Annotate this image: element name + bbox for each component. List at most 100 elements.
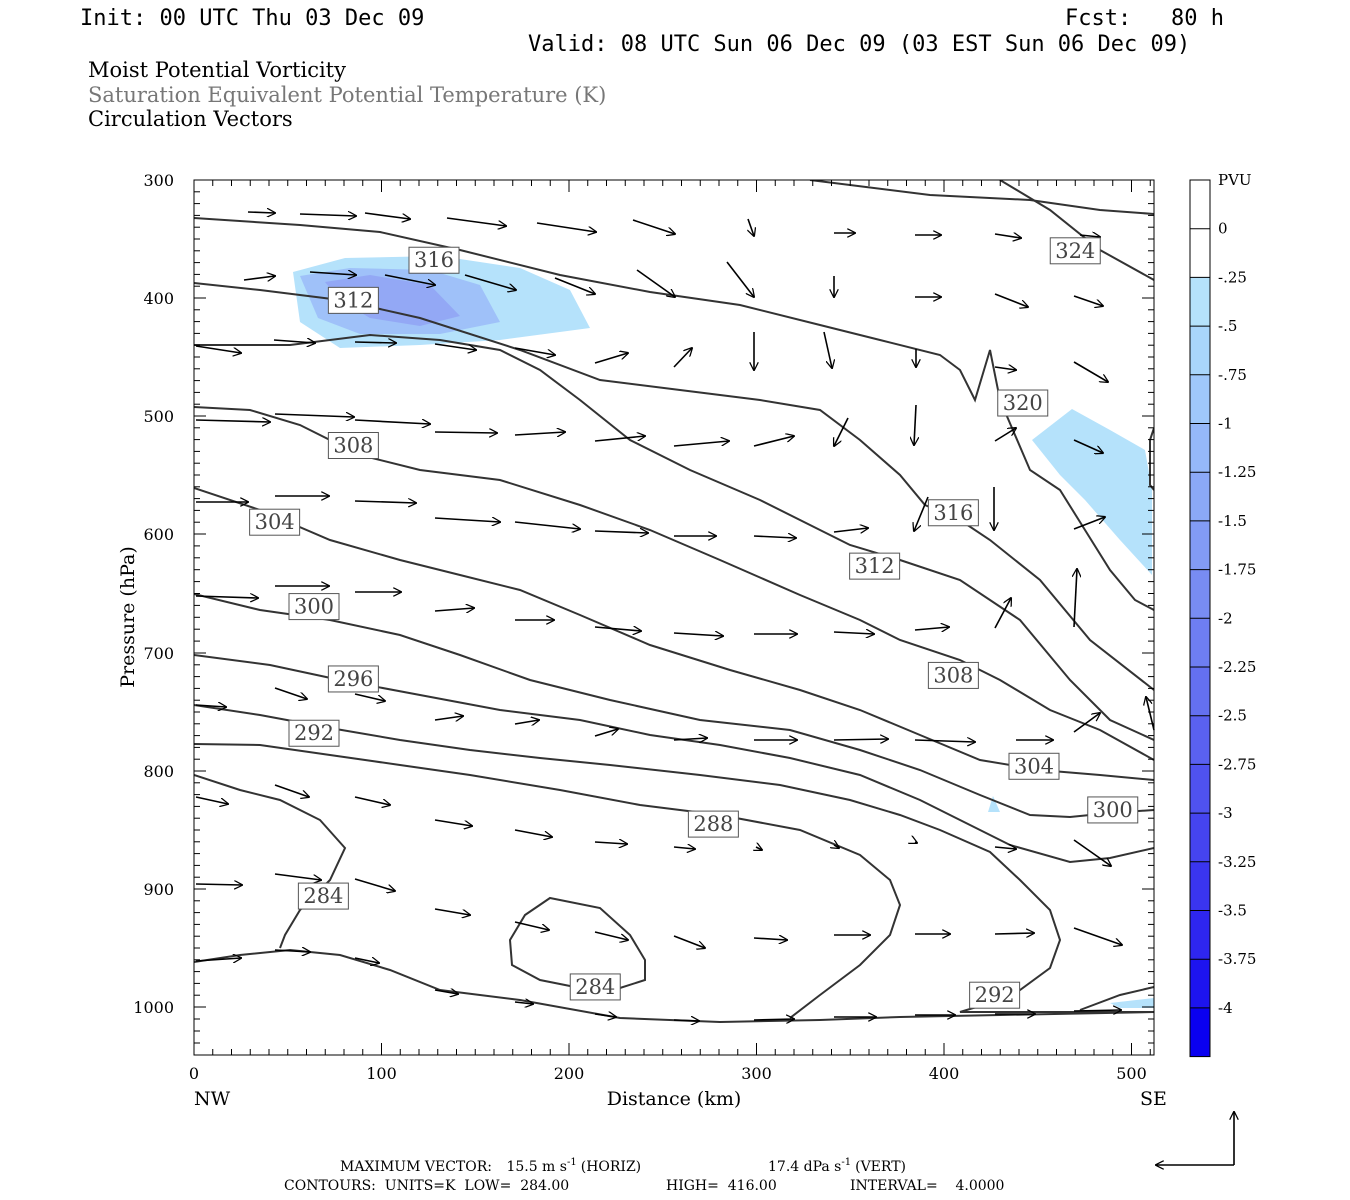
wind-vector [354,342,396,343]
wind-vector [195,596,258,598]
pv-shading [293,256,1154,1008]
contour-label: 308 [933,663,973,687]
colorbar-swatch [1190,764,1210,814]
wind-vector [753,1019,794,1020]
wind-vector [1073,927,1122,945]
colorbar-swatch [1190,861,1210,911]
wind-vector [514,432,565,435]
wind-vector [195,796,228,804]
wind-vector [594,1014,616,1017]
y-tick-label: 500 [143,407,174,426]
wind-vector [354,958,379,963]
contour-label-box [408,246,460,274]
contour-label-box [927,661,979,689]
contour-label: 292 [294,721,334,745]
footer-interval: INTERVAL= 4.0000 [850,1178,1004,1194]
wind-vector [274,784,309,797]
contour-312 [194,333,1154,741]
wind-vector [834,845,839,848]
wind-vector [274,873,321,880]
wind-vector [915,842,917,843]
colorbar-swatch [1190,569,1210,619]
contour-292 [194,704,1154,1013]
wind-vector [464,274,516,290]
wind-vector [673,1020,699,1021]
wind-vector [594,531,648,533]
wind-vector [274,950,310,952]
wind-vector [514,521,580,529]
reference-vector [1156,1112,1234,1165]
x-end-label-left: NW [194,1088,231,1110]
colorbar-label: -3.25 [1218,853,1256,871]
wind-vector [514,1002,533,1004]
contour-308 [194,406,1154,761]
colorbar-swatch [1190,959,1210,1008]
max-vector-horiz: 15.5 m s [506,1159,567,1175]
wind-vector [994,598,1011,629]
vert-exp: -1 [841,1157,851,1168]
contour-label: 316 [414,248,454,272]
contour-324 [809,180,1154,215]
wind-vector [673,348,692,368]
wind-vector [514,829,552,837]
wind-vector [636,269,675,297]
wind-vector [434,908,470,915]
wind-vector [434,990,458,994]
wind-vector [195,345,241,353]
contour-label-box [927,499,979,527]
contour-label: 320 [1003,391,1043,415]
wind-vector [753,536,796,538]
contour-label: 312 [333,288,373,312]
wind-vector [309,272,356,275]
contour-label-box [1049,237,1101,265]
contour-label-box [997,389,1049,417]
wind-vector [536,222,596,232]
wind-vector [632,219,675,234]
wind-vector [364,212,410,219]
y-axis-label: Pressure (hPa) [117,546,139,688]
wind-vector [594,353,628,364]
contour-label-box [849,552,901,580]
wind-vector [354,693,385,701]
wind-vector [195,705,226,707]
footer-max-vector: MAXIMUM VECTOR: 15.5 m s-1 (HORIZ) [340,1157,641,1175]
wind-vector [195,884,242,885]
x-tick-label: 200 [554,1064,585,1083]
wind-vector [914,404,916,445]
wind-vector [914,627,949,630]
wind-vector [594,436,645,442]
y-tick-label: 300 [143,171,174,190]
init-time: Init: 00 UTC Thu 03 Dec 09 [80,6,424,31]
colorbar-label: -.5 [1218,317,1237,335]
wind-vector [594,627,641,631]
contour-296 [194,654,1154,864]
contour-label: 312 [855,554,895,578]
contour-label: 300 [1093,798,1133,822]
colorbar-swatch [1190,715,1210,765]
contour-label: 304 [255,510,295,534]
circulation-vectors [195,212,1155,1021]
contour-label-box [327,432,379,459]
wind-vector [1073,713,1100,733]
colorbar-swatch [1190,472,1210,521]
wind-vector [673,847,695,849]
contour-right-edge [1149,427,1154,491]
colorbar-swatch [1190,326,1210,375]
y-tick-label: 600 [143,525,174,544]
wind-vector [756,847,762,850]
contour-288 [194,743,902,1019]
wind-vector [673,738,707,740]
colorbar-unit: PVU [1218,171,1252,189]
contour-label-box [569,973,621,1001]
contour-label-box [327,665,379,693]
wind-vector [274,687,307,699]
axis-ticks [193,179,1154,1055]
colorbar-label: -3 [1218,804,1233,822]
max-vector-vert: 17.4 dPa s [768,1159,841,1175]
wind-vector [1073,1010,1121,1011]
wind-vector [673,441,729,447]
wind-vector [1073,361,1108,382]
colorbar-swatch [1190,520,1210,570]
contour-label: 304 [1014,754,1054,778]
wind-vector [833,739,888,740]
